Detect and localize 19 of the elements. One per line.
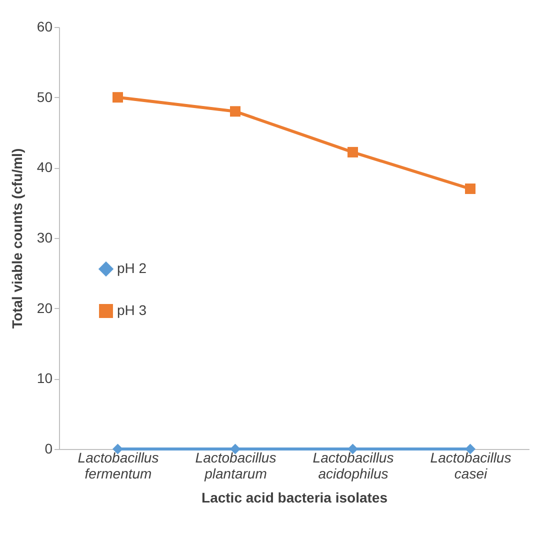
y-tick-label: 10 [36,370,53,386]
x-tick-label: Lactobacillus acidophilus [312,450,394,482]
point [348,146,358,158]
y-tick-label: 30 [36,230,53,246]
x-axis-title: Lactic acid bacteria isolates [202,490,388,506]
y-tick-label: 0 [44,440,53,456]
legend-label: pH 2 [117,260,147,276]
point [230,106,240,117]
point [465,184,476,194]
y-tick-label: 20 [36,300,53,316]
x-tick-label: Lactobacillus casei [430,450,512,482]
y-tick-label: 50 [36,88,53,105]
point [112,92,123,103]
y-tick-label: 60 [36,18,53,34]
legend-label: pH 3 [117,302,147,318]
x-tick-label: Lactobacillus fermentum [78,450,159,482]
x-tick-label: Lactobacillus plantarum [195,450,276,482]
y-tick-label: 40 [36,159,53,176]
y-axis-title: Total viable counts (cfu/ml) [8,148,25,329]
